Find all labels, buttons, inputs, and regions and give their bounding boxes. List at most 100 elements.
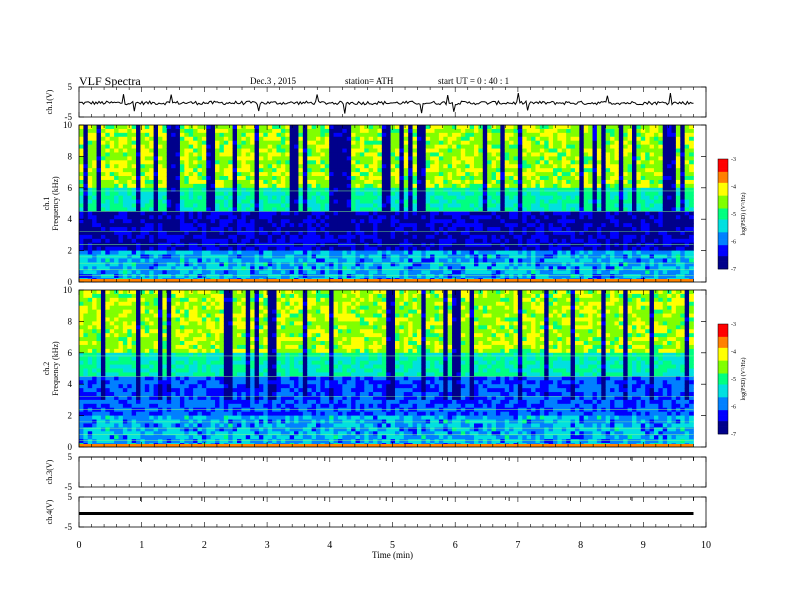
spectrogram-cell [583,191,589,197]
spectrogram-cell [210,223,216,228]
spectrogram-cell [342,215,348,220]
spectrogram-cell [114,199,119,204]
spectrogram-cell [149,179,155,185]
spectrogram-cell [201,211,207,216]
spectrogram-cell [166,238,172,244]
spectrogram-cell [421,183,427,189]
spectrogram-cell [522,176,528,181]
spectrogram-cell [399,203,405,208]
spectrogram-cell [500,203,506,208]
spectrogram-cell [324,199,330,204]
spectrogram-cell [316,207,321,212]
spectrogram-cell [504,191,510,197]
spectrogram-cell [482,270,488,275]
spectrogram-cell [258,203,264,208]
spectrogram-cell [105,195,111,200]
spectrogram-cell [298,187,304,193]
spectrogram-cell [158,242,163,248]
spectrogram-cell [421,258,427,263]
spectrogram-cell [241,238,247,244]
spectrogram-cell [395,266,400,271]
spectrogram-cell [263,219,269,224]
spectrogram-cell [294,219,299,224]
spectrogram-cell [539,219,545,224]
spectrogram-cell [610,125,615,130]
spectrogram-cell [469,152,475,157]
spectrogram-cell [355,179,361,185]
spectrogram-cell [122,207,128,212]
spectrogram-cell [206,172,212,177]
spectrogram-cell [131,242,137,248]
spectrogram-cell [430,258,435,263]
spectrogram-cell [215,234,220,240]
spectrogram-cell [434,211,440,216]
spectrogram-cell [92,164,97,169]
spectrogram-cell [228,156,234,161]
spectrogram-cell [425,223,431,228]
spectrogram-cell [460,223,466,228]
spectrogram-cell [136,176,141,181]
spectrogram-cell [465,187,471,193]
spectrogram-cell [351,234,356,240]
spectrogram-cell [443,223,449,228]
spectrogram-cell [403,223,409,228]
spectrogram-cell [522,223,528,228]
spectrogram-cell [188,230,194,236]
spectrogram-cell [474,140,479,146]
spectrogram-cell [364,168,370,173]
spectrogram-cell [390,140,396,146]
spectrogram-cell [531,230,536,236]
spectrogram-cell [469,183,475,189]
spectrogram-cell [118,156,124,161]
spectrogram-cell [96,183,102,189]
spectrogram-cell [351,250,356,255]
spectrogram-cell [460,266,466,271]
spectrogram-cell [574,238,580,244]
spectrogram-cell [285,132,291,138]
spectrogram-cell [114,219,119,224]
spectrogram-cell [241,234,247,240]
spectrogram-cell [386,203,392,208]
spectrogram-cell [140,215,146,220]
spectrogram-cell [425,219,431,224]
spectrogram-cell [412,274,418,279]
spectrogram-cell [215,238,220,244]
spectrogram-cell [588,274,593,279]
spectrogram-cell [452,183,457,189]
spectrogram-cell [316,199,321,204]
spectrogram-cell [377,258,383,263]
spectrogram-cell [456,128,462,134]
spectrogram-cell [228,168,234,173]
spectrogram-cell [149,183,155,189]
spectrogram-cell [438,172,444,177]
spectrogram-cell [219,156,225,161]
spectrogram-cell [377,199,383,204]
spectrogram-cell [210,238,216,244]
spectrogram-cell [87,172,93,177]
spectrogram-cell [197,191,203,197]
spectrogram-cell [487,136,492,142]
spectrogram-cell [377,262,383,267]
spectrogram-cell [201,238,207,244]
spectrogram-cell [201,262,207,267]
spectrogram-cell [478,211,484,216]
spectrogram-cell [285,262,291,267]
spectrogram-cell [166,156,172,161]
spectrogram-cell [588,128,593,134]
spectrogram-cell [329,164,334,169]
spectrogram-cell [548,148,554,153]
spectrogram-cell [403,274,409,279]
spectrogram-cell [399,262,405,267]
spectrogram-cell [395,136,400,142]
spectrogram-cell [526,195,532,200]
spectrogram-cell [210,227,216,232]
spectrogram-cell [460,199,466,204]
spectrogram-cell [495,152,501,157]
spectrogram-cell [359,242,365,248]
spectrogram-cell [504,234,510,240]
spectrogram-cell [535,172,541,177]
spectrogram-cell [469,156,475,161]
spectrogram-cell [574,183,580,189]
spectrogram-cell [232,164,238,169]
spectrogram-cell [298,270,304,275]
